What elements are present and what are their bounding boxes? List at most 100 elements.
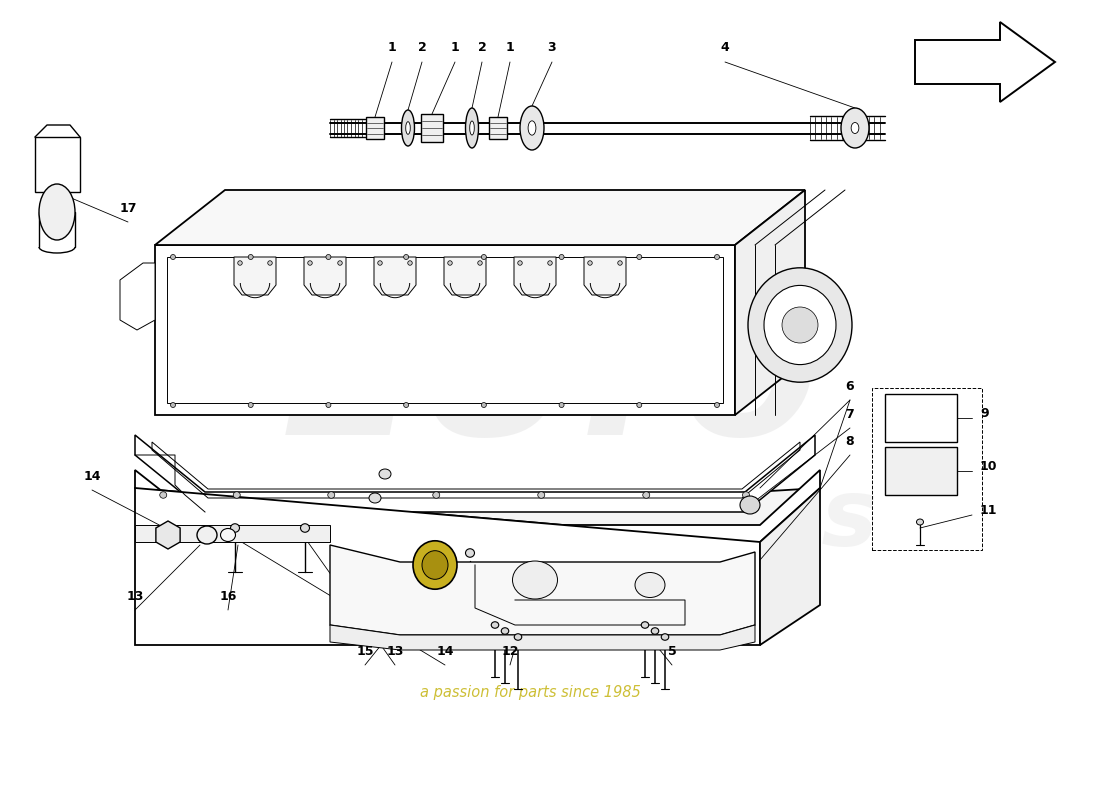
Ellipse shape <box>160 492 167 498</box>
Ellipse shape <box>502 628 508 634</box>
Ellipse shape <box>267 261 273 266</box>
Ellipse shape <box>492 622 498 628</box>
Ellipse shape <box>635 573 666 598</box>
Ellipse shape <box>432 492 440 498</box>
Ellipse shape <box>641 622 649 628</box>
Polygon shape <box>444 257 486 295</box>
Text: 2: 2 <box>418 41 427 54</box>
Ellipse shape <box>231 524 240 532</box>
Ellipse shape <box>470 121 474 135</box>
Polygon shape <box>135 488 760 645</box>
Polygon shape <box>155 245 735 415</box>
Ellipse shape <box>715 402 719 407</box>
Ellipse shape <box>559 402 564 407</box>
Ellipse shape <box>637 402 641 407</box>
Polygon shape <box>374 257 416 295</box>
Ellipse shape <box>651 628 659 634</box>
Polygon shape <box>234 257 276 295</box>
Text: 6: 6 <box>846 380 855 393</box>
Ellipse shape <box>538 492 544 498</box>
Ellipse shape <box>515 634 521 640</box>
Ellipse shape <box>851 122 859 134</box>
Polygon shape <box>135 525 330 542</box>
Ellipse shape <box>528 121 536 135</box>
Ellipse shape <box>842 108 869 148</box>
Polygon shape <box>584 257 626 295</box>
Ellipse shape <box>368 493 381 503</box>
Ellipse shape <box>661 634 669 640</box>
Ellipse shape <box>408 261 412 266</box>
Polygon shape <box>155 190 805 245</box>
Ellipse shape <box>238 261 242 266</box>
Bar <box>886 447 957 495</box>
Text: 3: 3 <box>548 41 557 54</box>
Ellipse shape <box>326 254 331 259</box>
Ellipse shape <box>412 541 456 589</box>
Ellipse shape <box>220 529 235 542</box>
Ellipse shape <box>233 492 240 498</box>
Text: 14: 14 <box>84 470 101 483</box>
Text: 11: 11 <box>980 503 998 517</box>
Ellipse shape <box>764 286 836 365</box>
Polygon shape <box>330 545 755 635</box>
Ellipse shape <box>637 254 641 259</box>
Polygon shape <box>735 190 805 415</box>
Ellipse shape <box>326 402 331 407</box>
Ellipse shape <box>742 492 749 498</box>
Text: 17: 17 <box>119 202 136 215</box>
Bar <box>886 394 957 442</box>
Polygon shape <box>330 625 755 650</box>
Ellipse shape <box>548 261 552 266</box>
Text: 1: 1 <box>387 41 396 54</box>
Polygon shape <box>760 488 820 645</box>
Polygon shape <box>514 257 556 295</box>
Bar <box>872 388 982 550</box>
Ellipse shape <box>170 402 176 407</box>
Polygon shape <box>135 470 820 542</box>
Bar <box>35 137 80 192</box>
Ellipse shape <box>748 268 852 382</box>
Ellipse shape <box>300 524 309 532</box>
Polygon shape <box>135 435 815 512</box>
Ellipse shape <box>406 122 410 134</box>
Ellipse shape <box>465 108 478 148</box>
Text: 1: 1 <box>506 41 515 54</box>
Text: spares: spares <box>522 474 878 566</box>
Ellipse shape <box>197 526 217 544</box>
Text: 1: 1 <box>451 41 460 54</box>
Text: a passion for parts since 1985: a passion for parts since 1985 <box>419 685 640 699</box>
Text: 9: 9 <box>980 406 989 419</box>
Bar <box>366 117 384 139</box>
Ellipse shape <box>587 261 592 266</box>
Text: 13: 13 <box>126 590 144 603</box>
Ellipse shape <box>379 469 390 479</box>
Bar <box>421 114 443 142</box>
Ellipse shape <box>402 110 415 146</box>
Bar <box>490 117 507 139</box>
Ellipse shape <box>740 496 760 514</box>
Text: 15: 15 <box>356 645 374 658</box>
Ellipse shape <box>518 261 522 266</box>
Text: 8: 8 <box>846 435 855 448</box>
Polygon shape <box>304 257 346 295</box>
Text: 2: 2 <box>477 41 486 54</box>
Text: 7: 7 <box>846 408 855 421</box>
Text: 16: 16 <box>219 590 236 603</box>
Ellipse shape <box>559 254 564 259</box>
Ellipse shape <box>482 402 486 407</box>
Ellipse shape <box>404 254 408 259</box>
Ellipse shape <box>377 261 383 266</box>
Text: 4: 4 <box>720 41 729 54</box>
Ellipse shape <box>328 492 334 498</box>
Ellipse shape <box>170 254 176 259</box>
Polygon shape <box>156 521 180 549</box>
Ellipse shape <box>448 261 452 266</box>
Polygon shape <box>135 488 820 542</box>
Ellipse shape <box>422 550 448 579</box>
Text: EUro: EUro <box>280 282 820 478</box>
Ellipse shape <box>249 402 253 407</box>
Ellipse shape <box>338 261 342 266</box>
Text: 13: 13 <box>386 645 404 658</box>
Text: 12: 12 <box>502 645 519 658</box>
Text: 14: 14 <box>437 645 453 658</box>
